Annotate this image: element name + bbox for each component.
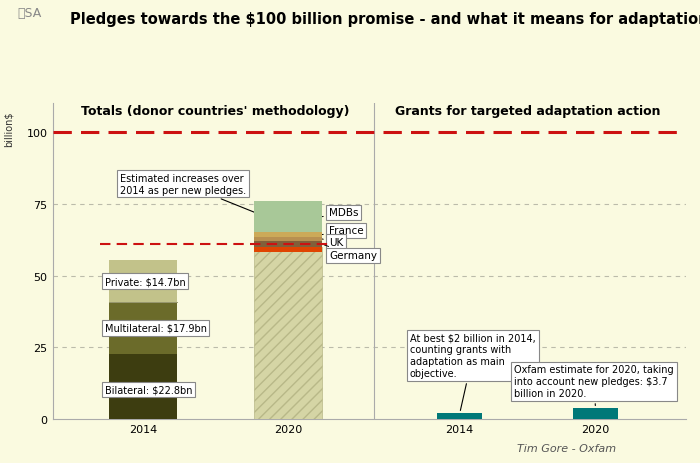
Bar: [573, 408, 618, 419]
Text: Estimated increases over
2014 as per new pledges.: Estimated increases over 2014 as per new…: [120, 174, 281, 223]
Bar: [437, 413, 482, 419]
Bar: [109, 354, 177, 419]
Text: France: France: [322, 226, 363, 236]
Bar: [254, 201, 322, 233]
Text: Private: $14.7bn: Private: $14.7bn: [104, 276, 186, 287]
Text: Tim Gore - Oxfam: Tim Gore - Oxfam: [517, 444, 616, 453]
Bar: [254, 247, 322, 252]
Text: Bilateral: $22.8bn: Bilateral: $22.8bn: [104, 385, 192, 394]
Text: At best $2 billion in 2014,
counting grants with
adaptation as main
objective.: At best $2 billion in 2014, counting gra…: [410, 333, 536, 411]
Text: Pledges towards the $100 billion promise - and what it means for adaptation: Pledges towards the $100 billion promise…: [70, 12, 700, 26]
Bar: [254, 242, 322, 247]
Bar: [109, 302, 177, 354]
Text: Multilateral: $17.9bn: Multilateral: $17.9bn: [104, 323, 206, 333]
Text: ⪧SA: ⪧SA: [18, 7, 42, 20]
Text: Grants for targeted adaptation action: Grants for targeted adaptation action: [395, 105, 660, 118]
Bar: [254, 237, 322, 242]
Text: Germany: Germany: [324, 245, 377, 261]
Bar: [109, 261, 177, 302]
Bar: [254, 247, 322, 419]
Text: Totals (donor countries' methodology): Totals (donor countries' methodology): [81, 105, 349, 118]
Text: Oxfam estimate for 2020, taking
into account new pledges: $3.7
billion in 2020.: Oxfam estimate for 2020, taking into acc…: [514, 365, 673, 406]
Text: UK: UK: [322, 237, 343, 247]
Bar: [254, 233, 322, 237]
Text: billion$: billion$: [4, 111, 13, 147]
Text: MDBs: MDBs: [322, 208, 358, 218]
